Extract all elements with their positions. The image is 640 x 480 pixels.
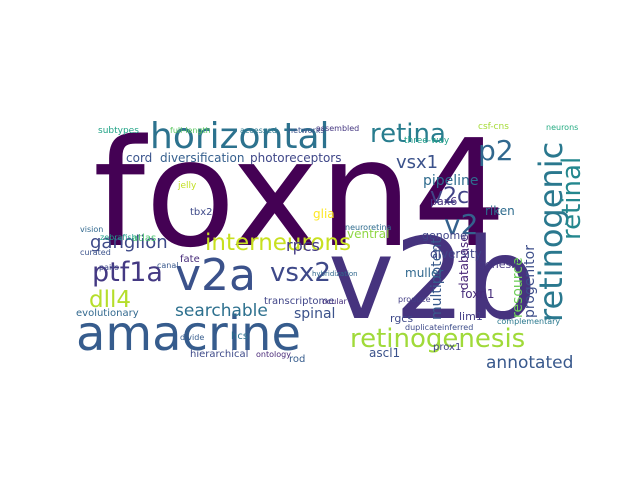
word: hybridization — [312, 270, 358, 278]
word: ocular — [322, 297, 347, 306]
word: full-length — [170, 126, 211, 135]
cloud-area — [80, 118, 575, 368]
word: networks — [288, 126, 325, 135]
word: tbx2 — [190, 207, 213, 218]
word: three-way — [404, 136, 450, 146]
word: progenitor — [522, 245, 538, 318]
word: transcriptome — [264, 296, 334, 307]
word: diversification — [160, 151, 244, 165]
word: v2b — [328, 215, 537, 345]
word: v2 — [444, 208, 478, 241]
word: riken — [485, 204, 515, 218]
word: csf-cns — [478, 122, 509, 132]
word: prox1 — [433, 342, 461, 353]
word: retinogenesis — [350, 324, 525, 354]
word: retinal — [557, 157, 587, 240]
word: horizontal — [150, 116, 330, 157]
word: vision — [80, 225, 103, 234]
word: database — [457, 234, 471, 290]
word: atlas — [132, 233, 156, 244]
word: retinogenic — [532, 142, 570, 322]
word: inferred — [442, 323, 473, 332]
word: accessed — [240, 126, 277, 135]
word: v2a — [175, 250, 256, 301]
word: ventral — [347, 227, 389, 241]
word: rgcs — [390, 312, 413, 325]
word: hierarchical — [190, 349, 248, 360]
word: jelly — [177, 181, 197, 191]
word: lim1 — [459, 310, 483, 323]
word: spinal — [294, 306, 335, 322]
word: cord — [126, 151, 152, 165]
word: neurons — [546, 123, 578, 132]
word: ontology — [256, 350, 291, 359]
word: vsx2 — [270, 258, 331, 288]
word: retina — [370, 119, 446, 149]
word: pax6 — [430, 195, 457, 208]
word: p2 — [478, 134, 514, 167]
word: genesis — [478, 258, 520, 271]
word: foxn4 — [93, 108, 507, 280]
word: pipeline — [423, 173, 479, 189]
word: canal — [157, 261, 179, 270]
word: photoreceptors — [250, 151, 342, 165]
word: annotated — [486, 353, 573, 373]
word: assembled — [316, 124, 359, 133]
word: glia — [313, 207, 335, 221]
word: foxn1 — [461, 287, 495, 301]
word: complementary — [497, 317, 560, 326]
word: vsx1 — [396, 152, 438, 173]
word: diversity — [430, 247, 482, 261]
word: resource — [510, 257, 526, 318]
word: interneurons — [205, 230, 351, 256]
word: rod — [289, 354, 305, 365]
word: ptf1a — [92, 257, 163, 288]
word: amacrine — [76, 306, 301, 362]
word: divide — [180, 333, 204, 342]
word: multipotent — [429, 238, 445, 320]
word: genome — [422, 229, 467, 242]
word: v2c — [430, 184, 469, 209]
word: fate — [180, 254, 200, 265]
word: dll4 — [89, 287, 131, 313]
word: ganglion — [90, 232, 168, 253]
word: pairs — [99, 263, 119, 272]
word: zebrafish — [100, 233, 137, 242]
word: curated — [80, 248, 111, 257]
word: searchable — [175, 301, 268, 321]
word: duplicate — [405, 323, 442, 332]
word: hcs — [231, 331, 248, 342]
word: evolutionary — [76, 308, 139, 319]
word: subtypes — [98, 126, 139, 136]
word: ascl1 — [369, 346, 400, 360]
word: muller — [405, 266, 443, 280]
word: neuroretina — [345, 223, 392, 232]
word: produce — [398, 295, 431, 304]
word: rpcs — [286, 236, 320, 255]
